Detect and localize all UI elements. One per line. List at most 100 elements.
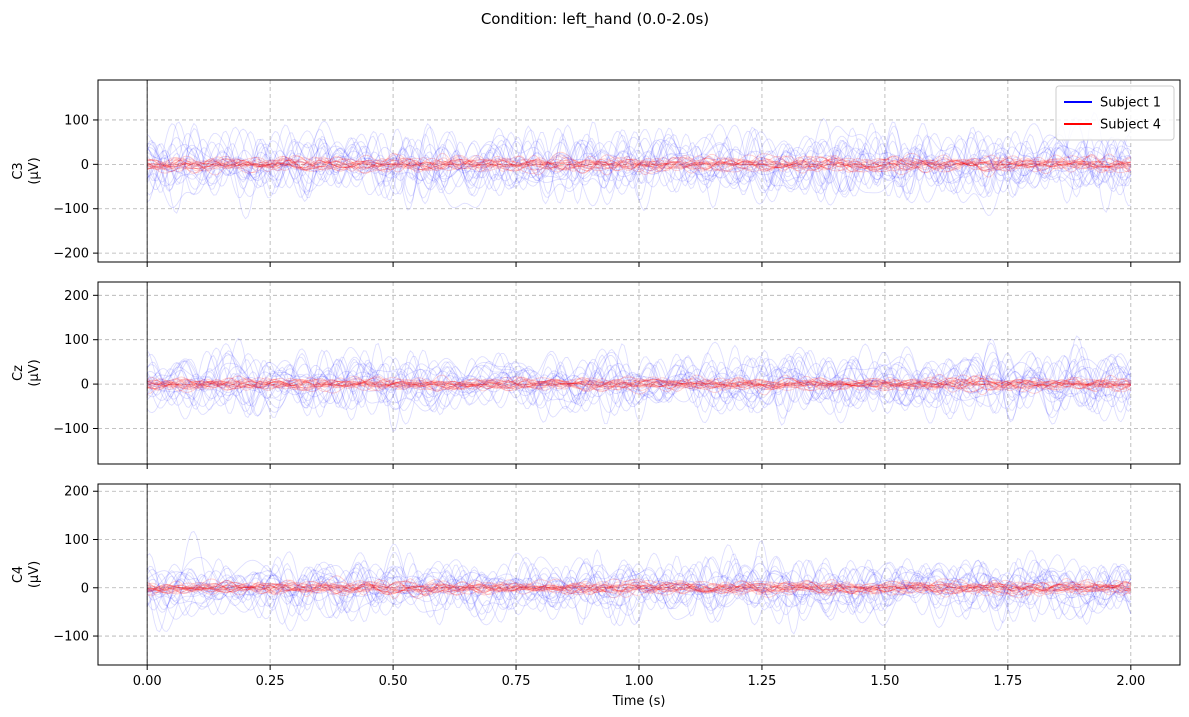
trace-subject-1: [146, 559, 1132, 625]
trace-subject-1: [146, 124, 1132, 212]
trace-subject-1: [146, 337, 1132, 423]
trace-subject-4: [147, 375, 1132, 391]
trace-subject-4: [147, 580, 1132, 596]
x-tick-label: 1.00: [625, 674, 654, 689]
x-tick-label: 0.00: [133, 674, 162, 689]
trace-subject-1: [146, 562, 1132, 618]
trace-subject-1: [146, 556, 1132, 632]
legend: Subject 1 Subject 4: [1055, 85, 1175, 141]
trace-subject-1: [146, 553, 1132, 621]
trace-subject-1: [146, 353, 1131, 423]
x-tick-label: 1.75: [993, 674, 1022, 689]
trace-subject-1: [146, 124, 1132, 203]
y-tick-label: −100: [53, 630, 89, 645]
trace-subject-4: [146, 377, 1131, 391]
trace-subject-1: [146, 346, 1132, 412]
trace-subject-1: [146, 350, 1132, 413]
trace-subject-4: [147, 155, 1131, 174]
trace-subject-4: [147, 575, 1131, 599]
trace-subject-1: [147, 543, 1132, 632]
x-tick-label: 1.25: [747, 674, 776, 689]
trace-subject-1: [146, 346, 1132, 410]
trace-subject-4: [147, 155, 1131, 176]
y-tick-label: −200: [53, 247, 89, 262]
trace-subject-4: [146, 375, 1132, 393]
trace-subject-4: [147, 377, 1131, 393]
trace-subject-1: [146, 117, 1132, 220]
trace-subject-4: [147, 157, 1131, 174]
trace-subject-1: [146, 556, 1132, 626]
trace-subject-4: [147, 158, 1131, 170]
trace-subject-1: [146, 127, 1131, 211]
trace-subject-4: [147, 151, 1131, 174]
trace-subject-1: [146, 550, 1131, 618]
trace-subject-4: [147, 581, 1131, 596]
trace-subject-4: [147, 156, 1131, 174]
x-tick-label: 2.00: [1116, 674, 1145, 689]
trace-subject-4: [147, 579, 1132, 599]
x-tick-label: 0.25: [256, 674, 285, 689]
trace-subject-1: [147, 561, 1132, 614]
trace-subject-1: [146, 130, 1132, 206]
x-tick-label: 1.50: [870, 674, 899, 689]
y-axis-label: C4: [11, 566, 26, 583]
trace-subject-4: [147, 154, 1131, 174]
trace-subject-4: [147, 378, 1131, 390]
trace-subject-1: [146, 125, 1132, 198]
trace-subject-1: [146, 559, 1132, 626]
y-tick-label: 100: [64, 533, 89, 548]
trace-subject-1: [146, 566, 1131, 610]
y-axis-unit: (μV): [27, 359, 42, 386]
trace-subject-4: [146, 377, 1131, 393]
trace-subject-4: [147, 578, 1132, 596]
trace-subject-1: [147, 134, 1132, 192]
y-tick-label: 200: [64, 485, 89, 500]
trace-subject-1: [146, 338, 1132, 421]
trace-subject-1: [146, 350, 1132, 424]
trace-subject-1: [147, 559, 1131, 623]
trace-subject-4: [147, 154, 1131, 175]
trace-subject-4: [147, 579, 1132, 596]
trace-subject-4: [146, 578, 1132, 599]
trace-subject-1: [146, 335, 1132, 416]
trace-subject-4: [146, 153, 1132, 174]
y-tick-label: 0: [81, 378, 89, 393]
trace-subject-1: [146, 121, 1132, 214]
trace-subject-1: [146, 124, 1132, 209]
y-tick-label: 200: [64, 289, 89, 304]
trace-subject-4: [147, 580, 1131, 596]
trace-subject-4: [147, 378, 1131, 391]
trace-subject-1: [146, 111, 1132, 204]
trace-subject-1: [146, 551, 1131, 626]
trace-subject-4: [146, 155, 1131, 172]
trace-subject-1: [146, 126, 1132, 201]
trace-subject-1: [146, 350, 1132, 416]
trace-subject-4: [147, 580, 1132, 596]
trace-subject-1: [146, 352, 1132, 419]
trace-subject-4: [147, 152, 1132, 176]
trace-subject-4: [146, 580, 1131, 595]
trace-subject-4: [147, 374, 1132, 392]
trace-subject-4: [147, 581, 1131, 595]
y-axis-label: C3: [11, 162, 26, 179]
trace-subject-4: [146, 578, 1131, 598]
trace-subject-4: [147, 581, 1131, 595]
trace-subject-1: [146, 352, 1132, 421]
trace-subject-4: [146, 152, 1131, 173]
y-axis-unit: (μV): [27, 561, 42, 588]
trace-subject-1: [146, 354, 1131, 417]
panel-cz: −100 0 100 200 Cz (μV): [11, 281, 1181, 469]
trace-subject-4: [147, 154, 1132, 173]
trace-subject-1: [146, 352, 1132, 414]
panel-c3: −200 −100 0 100 C3 (μV) Subject 1 Subject 4: [11, 79, 1181, 267]
y-tick-label: −100: [53, 202, 89, 217]
trace-subject-4: [147, 154, 1131, 175]
trace-subject-4: [147, 578, 1131, 597]
trace-subject-1: [146, 130, 1132, 207]
trace-subject-1: [146, 341, 1132, 413]
trace-subject-4: [147, 578, 1131, 599]
trace-subject-4: [147, 578, 1131, 598]
traces: [146, 530, 1132, 635]
trace-subject-4: [147, 374, 1132, 395]
